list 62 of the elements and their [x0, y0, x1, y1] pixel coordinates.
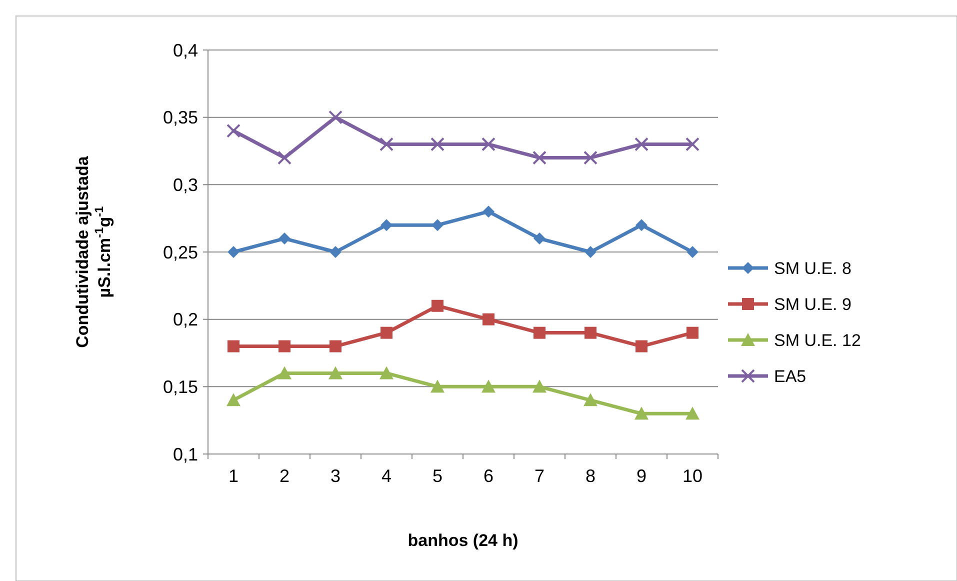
point [534, 232, 546, 245]
point [482, 380, 496, 393]
point [330, 340, 342, 352]
point [228, 340, 240, 352]
point [278, 366, 292, 380]
point [278, 150, 292, 165]
point [380, 366, 394, 380]
point [226, 393, 240, 406]
point [532, 150, 546, 165]
y-tick-label: 0,2 [172, 310, 198, 330]
x-tick-label: 3 [330, 466, 341, 486]
x-tick-label: 9 [636, 466, 647, 486]
point [482, 137, 496, 152]
point [534, 326, 546, 339]
point [278, 340, 290, 352]
point [634, 137, 648, 152]
point [380, 326, 392, 339]
y-tick-label: 0,1 [172, 444, 198, 464]
point [380, 137, 394, 152]
point [226, 124, 240, 138]
legend-label: SM U.E. 9 [774, 294, 852, 314]
point [432, 300, 444, 312]
point [278, 232, 290, 245]
point [584, 150, 598, 165]
point [330, 246, 342, 258]
legend-label: EA5 [774, 366, 806, 386]
point [636, 219, 648, 232]
y-tick-label: 0,25 [162, 242, 198, 262]
x-tick-label: 6 [483, 466, 494, 486]
point [228, 246, 240, 258]
x-tick-label: 10 [682, 466, 703, 486]
point [482, 313, 494, 326]
x-tick-label: 5 [432, 466, 443, 486]
point [532, 380, 546, 393]
point [584, 326, 596, 339]
point [430, 137, 444, 152]
point [634, 406, 648, 420]
y-tick-label: 0,3 [172, 174, 198, 195]
point [686, 406, 700, 420]
point [380, 219, 392, 232]
point [686, 246, 698, 258]
point [584, 393, 598, 406]
point [432, 219, 444, 232]
x-tick-label: 2 [279, 466, 290, 486]
point [482, 206, 494, 218]
point [584, 246, 596, 258]
point [328, 366, 342, 380]
point [430, 380, 444, 393]
x-axis-title: banhos (24 h) [408, 531, 518, 550]
point [686, 137, 700, 152]
point [686, 326, 698, 339]
point [636, 340, 648, 352]
legend-label: SM U.E. 12 [774, 330, 861, 350]
x-tick-label: 8 [585, 466, 596, 486]
x-tick-label: 1 [228, 466, 239, 486]
y-tick-label: 0,15 [162, 376, 198, 397]
y-tick-label: 0,35 [162, 108, 198, 128]
point [328, 110, 342, 124]
legend-label: SM U.E. 8 [774, 258, 852, 278]
x-tick-label: 4 [381, 466, 392, 486]
y-tick-label: 0,4 [172, 40, 198, 60]
x-tick-label: 7 [534, 466, 545, 486]
